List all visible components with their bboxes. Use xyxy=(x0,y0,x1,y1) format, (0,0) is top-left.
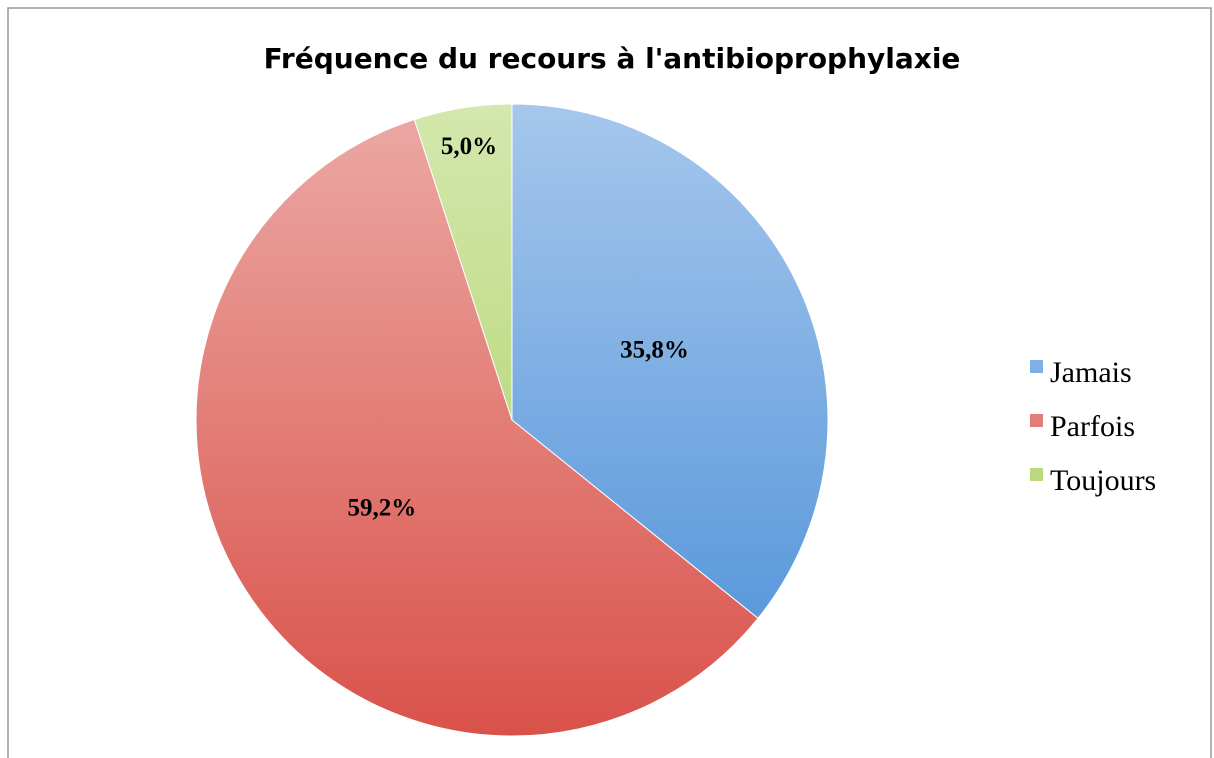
data-label: 59,2% xyxy=(348,494,417,521)
pie-slice xyxy=(511,103,829,620)
legend-swatch xyxy=(1030,468,1043,481)
legend-swatch xyxy=(1030,414,1043,427)
pie-slice xyxy=(195,118,759,737)
chart-title: Fréquence du recours à l'antibioprophyla… xyxy=(264,42,961,75)
legend-label: Parfois xyxy=(1050,410,1135,443)
data-label: 35,8% xyxy=(620,337,689,364)
legend-label: Toujours xyxy=(1050,464,1156,497)
pie-slice xyxy=(413,103,513,421)
legend-swatch xyxy=(1030,360,1043,373)
legend-label: Jamais xyxy=(1050,356,1132,389)
data-label: 5,0% xyxy=(441,133,497,160)
